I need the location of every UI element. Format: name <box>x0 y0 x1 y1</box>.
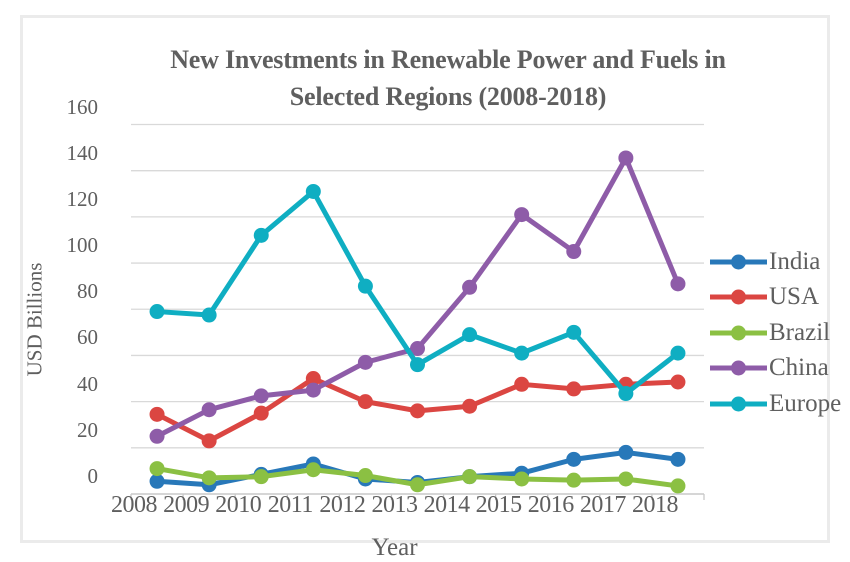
series-europe <box>149 183 686 402</box>
data-point-china-2014 <box>462 279 478 295</box>
x-tick-label-2014: 2014 <box>423 492 471 518</box>
data-point-brazil-2010 <box>253 469 269 485</box>
data-point-usa-2012 <box>357 394 373 410</box>
data-point-brazil-2009 <box>201 470 217 486</box>
x-tick-label-2009: 2009 <box>163 492 210 518</box>
data-point-china-2017 <box>618 150 634 166</box>
data-point-europe-2016 <box>566 324 582 340</box>
data-point-usa-2011 <box>305 371 321 387</box>
data-point-europe-2009 <box>201 307 217 323</box>
y-axis-title: USD Billions <box>22 262 47 377</box>
data-point-brazil-2014 <box>462 469 478 485</box>
data-point-europe-2011 <box>305 183 321 199</box>
x-tick-label-2011: 2011 <box>267 492 314 518</box>
legend-marker-icon <box>710 254 767 270</box>
y-tick-label-80: 80 <box>77 279 98 304</box>
data-point-india-2008 <box>149 473 165 489</box>
x-tick-label-2018: 2018 <box>631 492 679 518</box>
data-point-usa-2014 <box>462 398 478 414</box>
legend-marker-icon <box>710 325 767 341</box>
x-tick-label-2012: 2012 <box>319 492 366 518</box>
data-point-china-2011 <box>305 382 321 398</box>
legend-marker-icon <box>710 360 767 376</box>
legend-item-india: India <box>710 244 841 280</box>
legend-marker-icon <box>710 396 767 412</box>
data-point-china-2016 <box>566 244 582 260</box>
y-tick-label-40: 40 <box>77 371 98 396</box>
chart-title: New Investments in Renewable Power and F… <box>170 45 726 111</box>
legend-label: India <box>769 247 821 275</box>
data-point-brazil-2013 <box>410 477 425 493</box>
x-tick-label-2013: 2013 <box>371 492 419 518</box>
data-point-india-2016 <box>566 451 582 467</box>
data-point-europe-2018 <box>670 345 686 361</box>
data-point-brazil-2012 <box>357 468 373 484</box>
data-point-brazil-2008 <box>149 461 165 477</box>
y-tick-label-60: 60 <box>77 325 98 350</box>
data-point-china-2008 <box>149 428 165 444</box>
data-point-brazil-2017 <box>618 471 634 487</box>
data-point-brazil-2015 <box>514 471 530 487</box>
data-point-usa-2008 <box>149 406 165 422</box>
y-tick-label-0: 0 <box>87 464 99 488</box>
data-point-europe-2010 <box>253 227 269 243</box>
data-point-china-2013 <box>410 341 425 357</box>
chart-frame: New Investments in Renewable Power and F… <box>20 15 841 561</box>
x-tick-label-2016: 2016 <box>527 492 575 518</box>
legend-marker-icon <box>710 289 767 305</box>
data-point-brazil-2011 <box>305 462 321 478</box>
legend-label: USA <box>769 283 820 311</box>
legend-label: China <box>769 354 829 382</box>
data-point-china-2012 <box>357 354 373 370</box>
legend-item-usa: USA <box>710 280 841 316</box>
y-tick-label-140: 140 <box>66 140 99 165</box>
data-point-europe-2014 <box>462 327 478 343</box>
chart-legend: India USA Brazil China Europe <box>710 244 841 422</box>
plot-area <box>130 123 705 500</box>
data-point-china-2018 <box>670 276 686 292</box>
legend-item-china: China <box>710 351 841 387</box>
x-tick-label-2015: 2015 <box>475 492 523 518</box>
series-usa <box>149 371 686 449</box>
data-point-usa-2015 <box>514 376 530 392</box>
data-point-usa-2018 <box>670 374 686 390</box>
data-point-china-2010 <box>253 388 269 404</box>
data-point-europe-2013 <box>410 357 425 373</box>
data-point-usa-2009 <box>201 433 217 449</box>
legend-item-europe: Europe <box>710 386 841 422</box>
data-point-china-2009 <box>201 402 217 418</box>
y-tick-label-100: 100 <box>66 233 99 258</box>
series-china <box>149 150 686 444</box>
x-axis-title: Year <box>371 534 418 561</box>
x-tick-label-2017: 2017 <box>579 492 627 518</box>
data-point-europe-2015 <box>514 345 530 361</box>
y-tick-label-20: 20 <box>77 417 98 442</box>
data-point-brazil-2016 <box>566 472 582 488</box>
legend-item-brazil: Brazil <box>710 315 841 351</box>
legend-label: Europe <box>769 389 842 417</box>
data-point-india-2018 <box>670 451 686 467</box>
x-tick-label-2008: 2008 <box>111 492 158 518</box>
y-tick-label-120: 120 <box>66 186 99 211</box>
data-point-europe-2012 <box>357 278 373 294</box>
data-point-india-2017 <box>618 444 634 460</box>
data-point-usa-2016 <box>566 381 582 397</box>
data-point-europe-2017 <box>618 386 634 402</box>
series-brazil <box>149 461 686 494</box>
y-tick-label-160: 160 <box>66 94 99 119</box>
data-point-brazil-2018 <box>670 478 686 494</box>
data-point-usa-2013 <box>410 403 425 419</box>
data-point-europe-2008 <box>149 304 165 320</box>
series-line-china <box>155 155 681 439</box>
legend-label: Brazil <box>769 318 831 346</box>
x-tick-label-2010: 2010 <box>215 492 262 518</box>
data-point-china-2015 <box>514 207 530 223</box>
data-point-usa-2010 <box>253 405 269 421</box>
